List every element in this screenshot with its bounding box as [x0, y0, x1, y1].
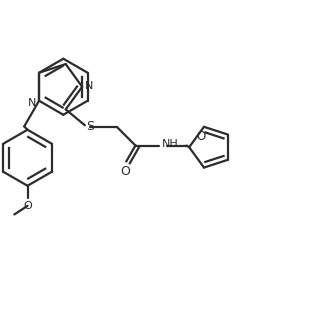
Text: N: N [85, 81, 94, 91]
Text: O: O [120, 164, 130, 178]
Text: S: S [86, 120, 94, 133]
Text: NH: NH [162, 139, 178, 149]
Text: N: N [27, 98, 36, 109]
Text: O: O [23, 201, 32, 211]
Text: O: O [197, 130, 206, 143]
